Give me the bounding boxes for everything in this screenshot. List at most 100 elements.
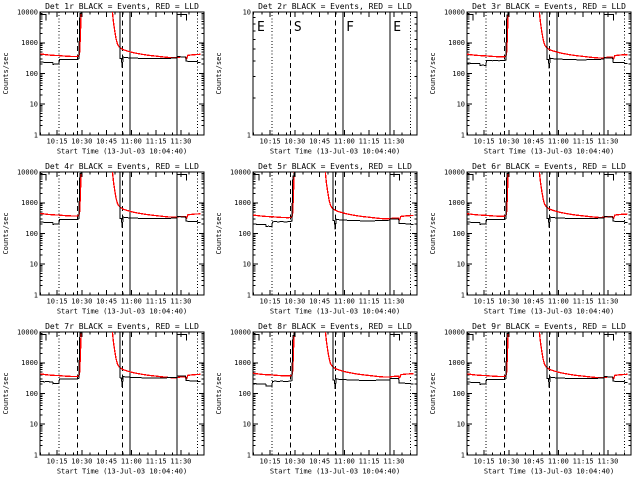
x-tick-label: 10:45	[96, 457, 117, 465]
y-axis-label: Counts/sec	[215, 52, 223, 94]
x-tick-label: 10:30	[498, 297, 519, 305]
y-tick-label: 1000	[21, 39, 38, 47]
y-tick-label: 10	[456, 261, 464, 269]
y-axis-label: Counts/sec	[429, 372, 437, 414]
offscale-marker	[176, 173, 187, 181]
y-tick-label: 1000	[448, 39, 465, 47]
x-tick-label: 11:15	[359, 137, 380, 145]
axes-box	[466, 11, 632, 136]
x-axis-label: Start Time (13-Jul-03 10:04:40)	[270, 147, 400, 155]
x-tick-label: 11:30	[170, 137, 191, 145]
x-tick-label: 11:15	[359, 297, 380, 305]
x-tick-label: 11:00	[334, 297, 355, 305]
x-tick-label: 11:15	[572, 297, 593, 305]
x-tick-label: 11:15	[359, 457, 380, 465]
panel-det-4r: 10:15 10:30 10:45 11:00 11:15 11:30 10000 1000 1…	[2, 162, 205, 315]
panel-title: Det 7r BLACK = Events, RED = LLD	[45, 322, 199, 331]
x-tick-label: 11:00	[121, 137, 142, 145]
y-axis-label: Counts/sec	[2, 52, 10, 94]
flag-letter: F	[347, 20, 355, 35]
offscale-marker	[603, 333, 614, 341]
y-tick-label: 100	[452, 230, 465, 238]
x-tick-label: 10:45	[309, 137, 330, 145]
x-tick-label: 11:15	[572, 137, 593, 145]
flag-letter: S	[294, 20, 302, 35]
flag-letter: E	[257, 20, 265, 35]
x-tick-label: 10:45	[523, 457, 544, 465]
x-axis-label: Start Time (13-Jul-03 10:04:40)	[483, 147, 613, 155]
panel-det-9r: 10:15 10:30 10:45 11:00 11:15 11:30 10000 1000 1…	[429, 322, 632, 475]
events-curve	[253, 332, 414, 390]
panel-title: Det 9r BLACK = Events, RED = LLD	[472, 322, 626, 331]
x-tick-label: 11:15	[146, 137, 167, 145]
offscale-marker	[466, 173, 474, 181]
y-tick-label: 100	[25, 70, 38, 78]
events-curve	[253, 172, 414, 230]
panel-title: Det 8r BLACK = Events, RED = LLD	[258, 322, 412, 331]
y-tick-label: 1000	[448, 199, 465, 207]
x-tick-label: 10:15	[473, 297, 494, 305]
y-tick-label: 1	[460, 131, 464, 139]
x-tick-label: 10:45	[309, 297, 330, 305]
panel-title: Det 3r BLACK = Events, RED = LLD	[472, 2, 626, 11]
offscale-marker	[176, 333, 187, 341]
panel-det-3r: 10:15 10:30 10:45 11:00 11:15 11:30 10000 1000 1…	[429, 2, 632, 155]
events-curve	[40, 12, 201, 68]
panel-title: Det 1r BLACK = Events, RED = LLD	[45, 2, 199, 11]
x-tick-label: 10:30	[71, 457, 92, 465]
axes-box	[252, 11, 418, 136]
axes-box	[466, 331, 632, 456]
events-curve	[40, 332, 201, 387]
x-tick-label: 10:45	[96, 297, 117, 305]
flag-letter: E	[394, 20, 402, 35]
y-tick-label: 100	[452, 70, 465, 78]
x-tick-label: 10:30	[285, 457, 306, 465]
x-tick-label: 10:15	[260, 137, 281, 145]
x-tick-label: 10:15	[47, 457, 68, 465]
x-tick-label: 10:15	[260, 297, 281, 305]
y-tick-label: 10	[30, 261, 38, 269]
panel-det-2r: 10:15 10:30 10:45 11:00 11:15 11:30 10 1 Det 2r …	[215, 2, 418, 155]
y-tick-label: 100	[452, 390, 465, 398]
x-axis-label: Start Time (13-Jul-03 10:04:40)	[57, 307, 187, 315]
x-tick-label: 11:15	[146, 457, 167, 465]
x-tick-label: 10:15	[473, 457, 494, 465]
y-axis-label: Counts/sec	[2, 212, 10, 254]
x-tick-label: 11:30	[384, 297, 405, 305]
y-tick-label: 1	[34, 291, 38, 299]
panel-det-5r: 10:15 10:30 10:45 11:00 11:15 11:30 10000 1000 1…	[215, 162, 418, 315]
offscale-marker	[603, 13, 614, 21]
x-tick-label: 11:00	[121, 297, 142, 305]
panel-det-8r: 10:15 10:30 10:45 11:00 11:15 11:30 10000 1000 1…	[215, 322, 418, 475]
y-tick-label: 1000	[448, 359, 465, 367]
y-axis-label: Counts/sec	[429, 212, 437, 254]
x-tick-label: 10:30	[285, 297, 306, 305]
offscale-marker	[39, 333, 47, 341]
y-tick-label: 10	[243, 421, 251, 429]
x-tick-label: 10:30	[285, 137, 306, 145]
y-tick-label: 1	[247, 131, 251, 139]
x-tick-label: 10:15	[47, 137, 68, 145]
x-tick-label: 11:30	[597, 137, 618, 145]
x-tick-label: 11:30	[384, 457, 405, 465]
panel-title: Det 6r BLACK = Events, RED = LLD	[472, 162, 626, 171]
y-tick-label: 1000	[234, 199, 251, 207]
y-tick-label: 10	[456, 421, 464, 429]
events-curve	[466, 12, 628, 69]
x-tick-label: 10:45	[96, 137, 117, 145]
offscale-marker	[390, 173, 401, 181]
y-tick-label: 100	[239, 230, 252, 238]
x-axis-label: Start Time (13-Jul-03 10:04:40)	[270, 307, 400, 315]
lld-curve	[39, 332, 201, 380]
y-axis-label: Counts/sec	[2, 372, 10, 414]
offscale-marker	[39, 13, 47, 21]
offscale-marker	[253, 333, 260, 341]
x-tick-label: 10:30	[71, 137, 92, 145]
x-tick-label: 11:00	[334, 457, 355, 465]
y-tick-label: 10000	[444, 329, 465, 337]
y-tick-label: 10	[30, 421, 38, 429]
panel-title: Det 2r BLACK = Events, RED = LLD	[258, 2, 412, 11]
y-tick-label: 10	[30, 101, 38, 109]
events-curve	[466, 332, 628, 388]
